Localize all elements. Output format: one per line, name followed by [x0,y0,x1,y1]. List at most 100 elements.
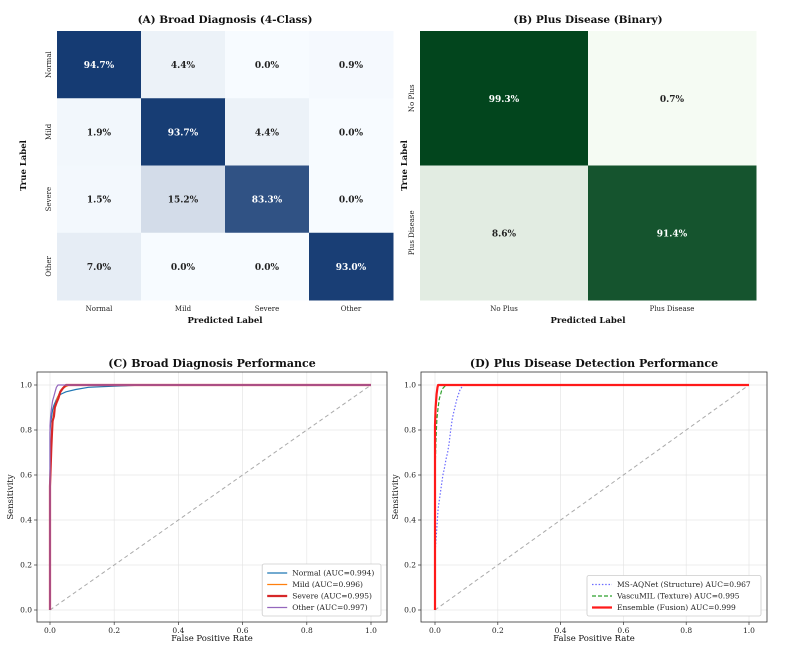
heatmap-cell-label: 0.7% [660,95,685,105]
x-tick-label: Severe [255,305,280,313]
legend-entry: Normal (AUC=0.994) [292,569,374,578]
x-tick-label: 0.2 [492,626,504,635]
x-tick-label: 1.0 [365,626,377,635]
heatmap-cell-label: 8.6% [492,229,517,239]
heatmap-cell [57,232,142,301]
y-tick-label: 0.2 [20,561,32,570]
heatmap-cell-label: 93.7% [168,128,199,138]
y-axis-label: Sensitivity [391,474,401,519]
legend-box [586,575,762,617]
y-tick-label: 0.0 [20,606,32,615]
y-tick-label: 0.2 [404,561,416,570]
y-axis-label: True Label [400,139,410,191]
x-axis-label: Predicted Label [551,316,627,326]
x-tick-label: Normal [86,305,113,313]
heatmap-cell [588,165,757,301]
legend-entry: MS-AQNet (Structure) AUC=0.967 [617,580,751,589]
heatmap-cell [420,31,589,166]
plot-title: (D) Plus Disease Detection Performance [470,357,718,370]
x-axis-label: False Positive Rate [171,634,253,644]
x-axis-label: Predicted Label [188,316,264,326]
y-tick-label: 0.6 [404,471,416,480]
x-tick-label: Plus Disease [650,305,695,313]
heatmap-cell [141,165,226,234]
heatmap-cell [420,165,589,301]
heatmap-cell-label: 0.0% [339,128,364,138]
heatmap-cell-label: 1.5% [87,196,112,206]
y-tick-label: 1.0 [404,381,416,390]
x-tick-label: 0.8 [680,626,692,635]
roc-curve [48,383,371,610]
heatmap-cell [141,31,226,99]
x-tick-label: 0.6 [617,626,629,635]
x-axis-label: False Positive Rate [553,634,635,644]
y-tick-label: 0.6 [20,471,32,480]
y-tick-label: 0.4 [20,516,32,525]
roc-curve [433,383,749,610]
legend-entry: Other (AUC=0.997) [292,603,368,612]
heatmap-title: (B) Plus Disease (Binary) [513,14,662,26]
heatmap-cell-label: 0.0% [255,263,280,273]
y-tick-label: No Plus [408,84,416,112]
x-tick-label: 0.8 [301,626,313,635]
heatmap-cell-label: 4.4% [255,128,280,138]
plot-title: (C) Broad Diagnosis Performance [108,357,315,370]
heatmap-cell-label: 15.2% [168,196,199,206]
y-axis-label: Sensitivity [6,474,16,519]
heatmap-cell [57,31,142,99]
heatmap-cell [57,98,142,166]
x-tick-label: 0.4 [172,626,184,635]
heatmap-cell [225,232,310,301]
heatmap-cell-label: 0.9% [339,61,364,71]
heatmap-cell [309,98,394,166]
heatmap-cell [309,31,394,99]
x-tick-label: 0.0 [44,626,56,635]
legend-box [261,563,382,617]
heatmap-cell-label: 0.0% [339,196,364,206]
roc-curve [49,384,371,610]
x-tick-label: Other [341,305,362,313]
y-tick-label: 0.8 [20,426,32,435]
x-tick-label: 0.4 [555,626,567,635]
x-tick-label: No Plus [490,305,518,313]
heatmap-cell [57,165,142,234]
y-tick-label: Normal [45,51,53,78]
y-tick-label: 0.0 [404,606,416,615]
legend-entry: VascuMIL (Texture) AUC=0.995 [616,592,740,601]
y-tick-label: Other [45,255,53,276]
heatmap-cell-label: 94.7% [84,61,115,71]
x-tick-label: 1.0 [743,626,755,635]
heatmap-cell-label: 1.9% [87,128,112,138]
heatmap-cell-label: 0.0% [171,263,196,273]
plot-frame [36,371,388,623]
chance-diagonal [49,384,372,611]
x-tick-label: 0.6 [237,626,249,635]
heatmap-cell [141,232,226,301]
legend-entry: Mild (AUC=0.996) [292,580,363,589]
heatmap-title: (A) Broad Diagnosis (4-Class) [138,14,313,26]
heatmap-cell-label: 0.0% [255,61,280,71]
plot-frame [420,371,768,623]
x-tick-label: Mild [175,305,192,313]
y-tick-label: Plus Disease [408,210,416,255]
y-tick-label: Mild [45,123,53,140]
x-tick-label: 0.2 [108,626,120,635]
x-tick-label: 0.0 [429,626,441,635]
heatmap-cell [225,165,310,234]
heatmap-cell [225,98,310,166]
y-axis-label: True Label [19,139,29,191]
y-tick-label: 1.0 [20,381,32,390]
chance-diagonal [434,384,750,611]
heatmap-cell [588,31,757,166]
heatmap-cell [309,165,394,234]
heatmap-cell-label: 93.0% [336,263,367,273]
legend-entry: Severe (AUC=0.995) [292,592,372,601]
heatmap-cell-label: 91.4% [657,229,688,239]
heatmap-cell-label: 7.0% [87,263,112,273]
heatmap-cell [141,98,226,166]
heatmap-cell-label: 99.3% [489,95,520,105]
roc-curve [434,384,749,610]
heatmap-cell [225,31,310,99]
legend-entry: Ensemble (Fusion) AUC=0.999 [617,603,736,612]
